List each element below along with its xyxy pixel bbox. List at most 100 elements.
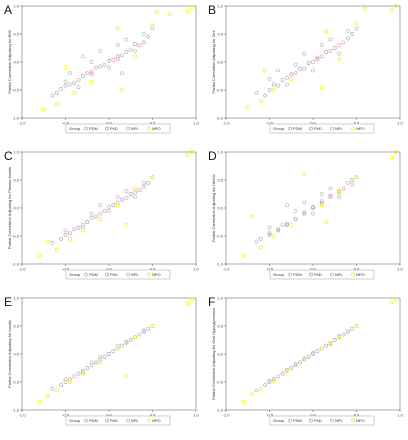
- point-phd: [133, 42, 138, 47]
- point-phd: [111, 203, 116, 208]
- legend-label-pdm: PDM: [293, 418, 302, 423]
- point-npl: [293, 62, 298, 67]
- point-pdm: [128, 47, 133, 52]
- point-npo: [41, 107, 46, 112]
- point-npl: [124, 189, 129, 194]
- point-npo: [67, 236, 72, 241]
- point-npl: [354, 26, 359, 31]
- point-npl: [141, 32, 146, 36]
- point-pdm: [328, 341, 333, 346]
- point-phd: [350, 326, 355, 331]
- point-pdm: [120, 53, 125, 58]
- point-phd: [80, 74, 85, 78]
- point-pdm: [311, 60, 315, 64]
- point-npl: [337, 334, 342, 339]
- point-npl: [328, 186, 333, 191]
- legend-title: Group: [69, 418, 81, 423]
- x-tick-label: -1.0: [223, 267, 231, 272]
- panel-letter: A: [4, 3, 12, 17]
- point-phd: [306, 354, 311, 359]
- point-npl: [141, 180, 146, 185]
- legend-marker-pdm: [288, 126, 292, 131]
- point-phd: [324, 343, 329, 348]
- point-npl: [98, 48, 103, 53]
- scatter-plot: F-1.0-0.50.00.51.0-1.0-0.50.00.51.0Unadj…: [208, 295, 404, 426]
- x-tick-label: -0.5: [62, 413, 70, 418]
- point-pdm: [115, 57, 120, 62]
- point-npo: [271, 88, 276, 92]
- legend-marker-npo: [351, 126, 355, 131]
- point-phd: [76, 225, 81, 230]
- y-axis-label: Partial Correlation Adjusting for Oral H…: [211, 308, 216, 400]
- plot-frame: [21, 297, 197, 411]
- point-npo: [98, 360, 103, 365]
- point-phd: [72, 81, 77, 86]
- point-pdm: [67, 82, 72, 87]
- point-pdm: [341, 186, 346, 191]
- point-npo: [37, 399, 42, 404]
- point-npo: [189, 5, 194, 10]
- point-npo: [337, 57, 342, 62]
- point-npo: [354, 20, 359, 25]
- point-pdm: [276, 227, 281, 232]
- point-npo: [354, 175, 359, 180]
- panel-letter: D: [208, 149, 217, 163]
- point-phd: [263, 93, 268, 98]
- legend-marker-npo: [351, 418, 355, 423]
- legend-label-pdm: PDM: [89, 126, 98, 131]
- point-pdm: [311, 352, 315, 356]
- legend-title: Group: [273, 418, 285, 423]
- x-tick-label: 0.0: [106, 267, 112, 272]
- point-npl: [80, 54, 85, 59]
- point-phd: [350, 178, 355, 182]
- point-phd: [280, 371, 285, 376]
- point-phd: [67, 231, 72, 236]
- point-npo: [46, 239, 51, 244]
- point-phd: [141, 329, 146, 334]
- legend-marker-npo: [147, 418, 151, 423]
- point-npo: [250, 392, 255, 397]
- plot-frame: [225, 5, 401, 119]
- plot-frame: [225, 151, 401, 265]
- point-npo: [363, 6, 368, 11]
- legend-label-phd: PhD: [314, 272, 322, 277]
- point-npl: [133, 48, 138, 53]
- legend-box: [65, 123, 171, 134]
- point-phd: [76, 371, 81, 376]
- point-npo: [46, 394, 51, 398]
- x-tick-label: -0.5: [266, 121, 274, 126]
- point-npo: [150, 324, 155, 328]
- point-pdm: [63, 380, 68, 384]
- point-npo: [189, 150, 194, 154]
- y-tick-label: 1.0: [217, 149, 223, 154]
- point-phd: [111, 349, 116, 354]
- point-phd: [332, 46, 337, 50]
- x-tick-label: -0.5: [266, 413, 274, 418]
- point-npo: [324, 220, 329, 224]
- point-phd: [146, 326, 151, 331]
- point-npl: [115, 343, 120, 348]
- x-tick-label: 0.0: [310, 121, 316, 126]
- point-phd: [128, 338, 133, 342]
- legend-title: Group: [273, 126, 285, 131]
- legend-label-pdm: PDM: [293, 126, 302, 131]
- y-axis-label: Partial Correlation Adjusting for HbA1c: [211, 174, 216, 242]
- point-npl: [50, 386, 55, 391]
- legend-marker-npl: [126, 272, 130, 277]
- point-phd: [276, 228, 281, 233]
- point-npo: [393, 4, 398, 8]
- point-npo: [389, 300, 394, 305]
- point-npl: [276, 68, 281, 73]
- x-tick-label: 0.5: [150, 267, 156, 272]
- point-npl: [50, 93, 55, 98]
- legend-label-phd: PhD: [110, 418, 118, 423]
- plot-frame: [21, 5, 197, 119]
- legend-marker-pdm: [84, 272, 88, 277]
- point-npo: [250, 214, 255, 219]
- point-pdm: [89, 363, 94, 368]
- point-npo: [389, 8, 394, 13]
- point-npo: [337, 189, 342, 194]
- point-npl: [302, 200, 307, 205]
- y-tick-label: -0.5: [12, 233, 20, 238]
- point-pdm: [102, 62, 107, 67]
